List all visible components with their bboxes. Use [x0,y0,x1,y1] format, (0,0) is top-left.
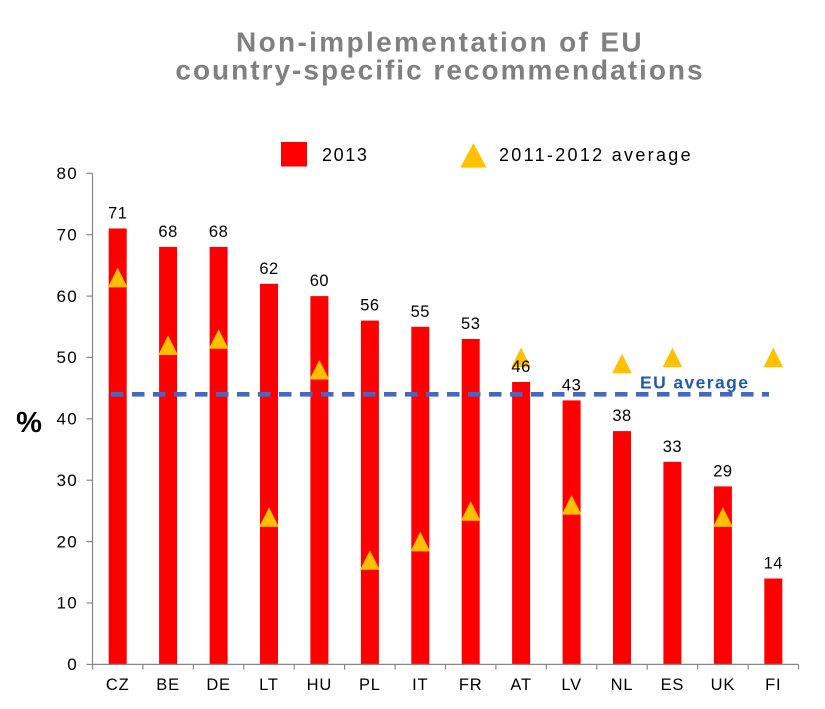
svg-text:%: % [16,407,42,439]
svg-text:14: 14 [764,555,783,573]
svg-text:IT: IT [412,676,428,694]
svg-text:60: 60 [310,272,329,290]
svg-text:2011-2012 average: 2011-2012 average [499,145,693,165]
svg-text:46: 46 [511,358,530,376]
svg-text:68: 68 [158,223,177,241]
svg-text:UK: UK [711,676,736,694]
svg-text:71: 71 [108,205,127,223]
svg-text:50: 50 [56,348,78,367]
svg-text:HU: HU [307,676,332,694]
svg-text:AT: AT [510,676,531,694]
svg-text:LT: LT [259,676,279,694]
svg-text:CZ: CZ [106,676,130,694]
svg-text:country-specific recommendatio: country-specific recommendations [175,55,704,86]
svg-text:2013: 2013 [322,145,368,165]
svg-text:38: 38 [612,407,631,425]
svg-text:0: 0 [67,655,78,674]
svg-text:FI: FI [765,676,781,694]
svg-text:Non-implementation of EU: Non-implementation of EU [236,27,644,58]
svg-text:PL: PL [359,676,381,694]
svg-text:10: 10 [56,594,78,613]
svg-text:20: 20 [56,532,78,551]
svg-text:68: 68 [209,223,228,241]
svg-text:40: 40 [56,410,78,429]
svg-text:80: 80 [56,164,78,183]
svg-text:62: 62 [259,260,278,278]
svg-text:55: 55 [411,303,430,321]
svg-text:30: 30 [56,471,78,490]
svg-text:70: 70 [56,225,78,244]
svg-text:29: 29 [713,462,732,480]
svg-text:43: 43 [562,376,581,394]
svg-text:ES: ES [661,676,685,694]
svg-text:FR: FR [459,676,483,694]
svg-text:EU average: EU average [640,373,749,393]
svg-text:DE: DE [206,676,231,694]
svg-text:60: 60 [56,287,78,306]
svg-text:56: 56 [360,297,379,315]
svg-text:BE: BE [156,676,180,694]
svg-text:NL: NL [611,676,634,694]
svg-text:33: 33 [663,438,682,456]
svg-text:53: 53 [461,315,480,333]
svg-text:LV: LV [561,676,582,694]
